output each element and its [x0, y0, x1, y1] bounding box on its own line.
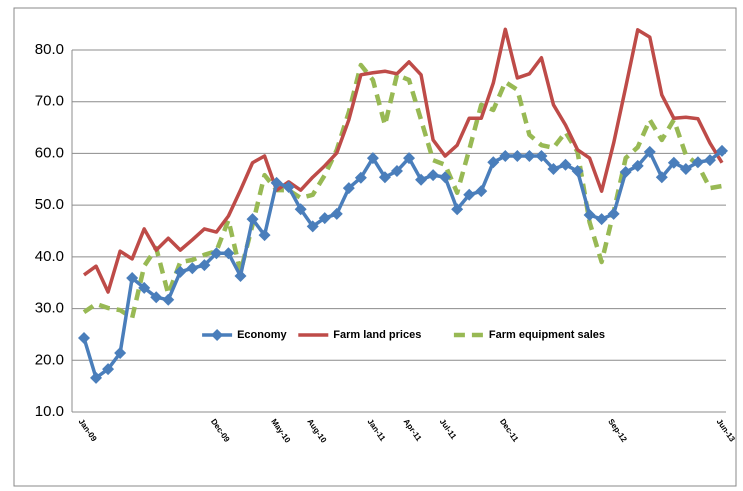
data-point: [691, 156, 704, 169]
data-point: [619, 166, 632, 179]
data-point: [138, 281, 151, 294]
data-point: [222, 247, 235, 260]
legend-label: Farm equipment sales: [489, 329, 605, 341]
data-point: [234, 269, 247, 282]
data-point: [451, 203, 464, 216]
data-point: [78, 332, 90, 345]
data-point: [150, 291, 163, 304]
data-point: [607, 207, 620, 220]
data-point: [403, 152, 416, 165]
data-point: [306, 220, 319, 233]
data-point: [571, 165, 584, 178]
data-point: [174, 265, 187, 278]
data-point: [547, 162, 560, 175]
data-point: [126, 272, 139, 285]
data-point: [716, 144, 728, 157]
y-tick-label: 50.0: [35, 196, 64, 213]
data-point: [463, 188, 476, 201]
data-point: [655, 171, 668, 184]
y-tick-label: 60.0: [35, 144, 64, 161]
data-point: [186, 262, 199, 275]
data-point: [342, 182, 355, 195]
series-line: [82, 62, 723, 321]
data-point: [318, 212, 331, 225]
data-point: [294, 203, 307, 216]
data-point: [703, 154, 716, 167]
data-point: [114, 347, 127, 360]
data-point: [162, 293, 175, 306]
data-point: [282, 181, 295, 194]
data-point: [390, 165, 403, 178]
legend-marker: [211, 329, 224, 341]
data-point: [415, 173, 428, 186]
legend-label: Economy: [237, 329, 287, 341]
data-point: [487, 156, 500, 169]
y-tick-label: 80.0: [35, 41, 64, 58]
data-point: [102, 363, 115, 376]
y-tick-label: 20.0: [35, 351, 64, 368]
data-point: [270, 176, 283, 189]
data-point: [258, 229, 271, 242]
data-point: [354, 171, 367, 184]
data-point: [643, 145, 656, 158]
legend-label: Farm land prices: [333, 329, 421, 341]
data-point: [523, 150, 536, 163]
data-point: [198, 259, 211, 272]
data-point: [330, 207, 343, 220]
data-point: [366, 152, 379, 165]
y-tick-label: 70.0: [35, 93, 64, 110]
data-point: [378, 171, 391, 184]
data-point: [427, 169, 440, 182]
data-point: [559, 158, 572, 171]
data-point: [667, 156, 680, 169]
data-point: [499, 150, 512, 163]
y-tick-label: 30.0: [35, 300, 64, 317]
data-point: [595, 213, 608, 226]
data-point: [583, 208, 596, 221]
y-tick-label: 10.0: [35, 403, 64, 420]
data-point: [246, 213, 259, 226]
data-point: [210, 247, 223, 260]
data-point: [631, 159, 644, 172]
data-point: [90, 371, 103, 384]
series-line: [82, 27, 724, 294]
data-point: [439, 171, 452, 184]
data-point: [535, 150, 548, 163]
data-point: [511, 150, 524, 163]
data-point: [475, 185, 488, 198]
y-tick-label: 40.0: [35, 248, 64, 265]
data-point: [679, 162, 692, 175]
